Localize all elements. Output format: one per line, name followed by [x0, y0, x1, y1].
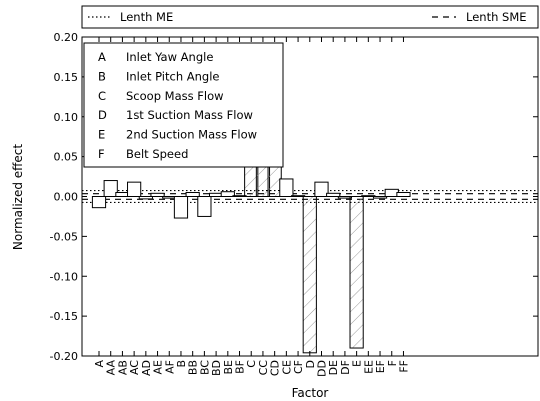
bar-BE	[220, 191, 235, 197]
x-tick-label-CC: CC	[257, 360, 270, 376]
bar-B	[173, 196, 189, 219]
factor-label-F: Belt Speed	[126, 147, 188, 161]
bar-AE	[150, 192, 165, 197]
x-axis-title: Factor	[292, 386, 329, 400]
factor-label-E: 2nd Suction Mass Flow	[126, 128, 257, 142]
x-tick-label-DD: DD	[315, 360, 328, 377]
y-tick-label: 0.20	[54, 31, 79, 44]
factor-legend-box	[83, 42, 284, 168]
x-tick-label-FF: FF	[397, 360, 410, 373]
x-tick-label-CF: CF	[292, 360, 305, 374]
y-tick-label: 0.05	[54, 151, 79, 164]
factor-label-B: Inlet Pitch Angle	[126, 69, 220, 83]
factor-key-E: E	[98, 128, 105, 142]
x-tick-label-BF: BF	[234, 360, 247, 374]
x-tick-label-CD: CD	[269, 360, 282, 376]
x-tick-label-BB: BB	[187, 360, 200, 375]
y-tick-label: -0.10	[50, 270, 78, 283]
x-tick-label-DE: DE	[327, 360, 340, 375]
bar-A	[91, 196, 107, 209]
x-tick-label-AE: AE	[152, 360, 165, 375]
y-tick-label: 0.10	[54, 111, 79, 124]
factor-key-C: C	[98, 89, 106, 103]
x-tick-label-EF: EF	[374, 360, 387, 373]
bar-BB	[185, 192, 200, 197]
bar-D	[302, 196, 317, 354]
x-axis: AAAABACADAEAFBBBBCBDBEBFCCCCDCECFDDDDEDF…	[93, 37, 410, 377]
factor-legend: A Inlet Yaw Angle B Inlet Pitch Angle C Scoop…	[83, 42, 284, 168]
factor-label-A: Inlet Yaw Angle	[126, 50, 213, 64]
x-tick-label-BC: BC	[198, 360, 211, 375]
factor-key-A: A	[98, 50, 106, 64]
line-legend: Lenth ME Lenth SME	[81, 5, 539, 29]
bar-DE	[326, 192, 341, 197]
bar-AD	[138, 196, 153, 200]
factor-key-F: F	[98, 147, 105, 161]
x-tick-label-A: A	[93, 360, 106, 368]
line-legend-box	[81, 5, 539, 29]
x-tick-label-AB: AB	[116, 360, 129, 375]
x-tick-label-AD: AD	[140, 360, 153, 376]
bar-CE	[279, 178, 294, 198]
factor-key-B: B	[98, 69, 106, 83]
x-tick-label-B: B	[175, 360, 188, 368]
x-tick-label-EE: EE	[362, 360, 375, 374]
y-tick-label: -0.20	[50, 350, 78, 363]
x-tick-label-F: F	[386, 360, 399, 366]
y-axis-title: Normalized effect	[11, 144, 25, 250]
bar-DD	[314, 181, 329, 198]
bar-E	[349, 196, 364, 349]
lenth-me-legend-label: Lenth ME	[120, 10, 173, 24]
y-axis: 0.20 0.15 0.10 0.05 0.00 -0.05 -0.10 -0.15 -0.20	[50, 31, 538, 363]
x-tick-label-BE: BE	[222, 360, 235, 375]
y-tick-label: 0.15	[54, 71, 79, 84]
y-tick-label: 0.00	[54, 191, 79, 204]
x-tick-label-BD: BD	[210, 360, 223, 376]
factor-label-D: 1st Suction Mass Flow	[126, 108, 253, 122]
lenth-sme-legend-label: Lenth SME	[466, 10, 527, 24]
y-tick-label: -0.15	[50, 310, 78, 323]
x-tick-label-AF: AF	[163, 360, 176, 374]
x-tick-label-C: C	[245, 360, 258, 368]
x-tick-label-AA: AA	[105, 360, 118, 376]
x-tick-label-DF: DF	[339, 360, 352, 375]
bar-AA	[103, 180, 118, 198]
y-tick-label: -0.05	[50, 230, 78, 243]
x-tick-label-AC: AC	[128, 360, 141, 375]
bar-FF	[396, 192, 411, 197]
bar-EF	[372, 196, 388, 199]
bar-BC	[197, 196, 212, 217]
x-tick-label-D: D	[304, 360, 317, 368]
bar-AC	[127, 181, 142, 198]
factor-key-D: D	[98, 108, 107, 122]
x-tick-label-CE: CE	[280, 360, 293, 375]
x-tick-label-E: E	[351, 360, 364, 367]
factor-label-C: Scoop Mass Flow	[126, 89, 224, 103]
